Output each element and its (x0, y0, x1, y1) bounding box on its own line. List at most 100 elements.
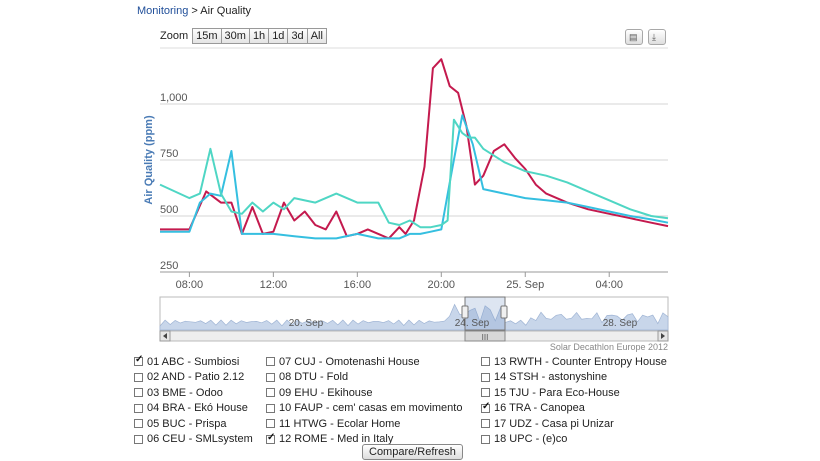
navigator-scrollbar-thumb (464, 330, 506, 342)
team-checkbox-label: 04 BRA - Ekó House (147, 402, 248, 415)
team-checkbox-label: 11 HTWG - Ecolar Home (279, 417, 401, 430)
export-button[interactable]: ⤓ (648, 29, 666, 45)
team-checkbox[interactable] (481, 372, 490, 382)
team-checkbox[interactable] (134, 403, 143, 413)
team-checkbox-item[interactable]: 09 EHU - Ekihouse (266, 385, 462, 401)
x-tick-label: 12:00 (260, 279, 288, 291)
team-checkbox-label: 02 AND - Patio 2.12 (147, 371, 245, 384)
team-checkbox[interactable] (134, 388, 143, 398)
print-button[interactable]: ▤ (625, 29, 643, 45)
team-checkbox[interactable] (266, 419, 275, 429)
y-tick-label: 500 (160, 204, 178, 216)
team-checkbox[interactable] (134, 419, 143, 429)
download-icon: ⤓ (652, 32, 656, 42)
team-checkbox-item[interactable]: 15 TJU - Para Eco-House (481, 385, 667, 401)
team-checkbox-label: 14 STSH - astonyshine (494, 371, 608, 384)
team-checkbox-label: 10 FAUP - cem' casas em movimento (279, 402, 463, 415)
navigator-date-label: 20. Sep (289, 318, 324, 329)
team-checkbox-item[interactable]: 17 UDZ - Casa pi Unizar (481, 416, 667, 432)
team-checkbox[interactable] (266, 372, 275, 382)
zoom-30m-button[interactable]: 30m (220, 28, 250, 44)
printer-icon: ▤ (629, 32, 638, 42)
team-checkbox-label: 09 EHU - Ekihouse (279, 386, 373, 399)
y-tick-label: 1,000 (160, 92, 188, 104)
team-checkbox[interactable] (481, 388, 490, 398)
x-tick-label: 16:00 (344, 279, 372, 291)
team-checkbox-item[interactable]: 06 CEU - SMLsystem (134, 432, 253, 448)
navigator-right-handle (500, 305, 508, 319)
team-checkbox-item[interactable]: 14 STSH - astonyshine (481, 370, 667, 386)
series-line (160, 114, 669, 240)
team-checkbox[interactable] (266, 357, 275, 367)
x-tick-label: 20:00 (428, 279, 456, 291)
x-tick-label: 04:00 (595, 279, 623, 291)
navigator-series-area (159, 303, 669, 331)
team-checkbox-label: 17 UDZ - Casa pi Unizar (494, 417, 614, 430)
team-checkbox[interactable] (266, 403, 275, 413)
scroll-left-arrow-icon (163, 333, 167, 339)
x-tick-label: 08:00 (176, 279, 204, 291)
zoom-all-button[interactable]: All (306, 28, 327, 44)
series-line (159, 118, 669, 229)
team-checkbox-label: 03 BME - Odoo (147, 386, 223, 399)
breadcrumb-current: Air Quality (200, 5, 252, 17)
team-checkbox-item[interactable]: 11 HTWG - Ecolar Home (266, 416, 462, 432)
team-checkbox-label: 13 RWTH - Counter Entropy House (494, 355, 667, 368)
team-checkbox-label: 06 CEU - SMLsystem (147, 433, 253, 446)
y-tick-label: 250 (160, 260, 178, 272)
team-checkbox-label: 18 UPC - (e)co (494, 433, 568, 446)
team-checkbox-label: 15 TJU - Para Eco-House (494, 386, 620, 399)
navigator-selected-range (464, 296, 506, 331)
breadcrumb: Monitoring > Air Quality (137, 5, 251, 17)
breadcrumb-monitoring-link[interactable]: Monitoring (137, 5, 189, 17)
team-checkbox-item[interactable]: 03 BME - Odoo (134, 385, 253, 401)
team-checkbox-item[interactable]: 02 AND - Patio 2.12 (134, 370, 253, 386)
zoom-1h-button[interactable]: 1h (248, 28, 270, 44)
team-checkbox-item[interactable]: 10 FAUP - cem' casas em movimento (266, 401, 462, 417)
navigator-scrollbar-track (159, 330, 669, 342)
scrollbar-grip: III (482, 333, 489, 342)
team-checkbox-label: 16 TRA - Canopea (494, 402, 585, 415)
zoom-15m-button[interactable]: 15m (192, 28, 222, 44)
y-axis-title: Air Quality (ppm) (143, 115, 155, 205)
team-checkbox[interactable] (266, 432, 275, 444)
team-checkbox[interactable] (481, 401, 490, 413)
team-checkbox-item[interactable]: 12 ROME - Med in Italy (266, 432, 462, 448)
zoom-label: Zoom (160, 30, 189, 42)
team-checkbox[interactable] (481, 357, 490, 367)
team-column-2: 07 CUJ - Omotenashi House 08 DTU - Fold 09… (266, 354, 462, 447)
team-column-1: 01 ABC - Sumbiosi 02 AND - Patio 2.12 03 B… (134, 354, 253, 447)
team-checkbox[interactable] (481, 434, 490, 444)
series-line (160, 58, 669, 240)
team-checkbox[interactable] (134, 354, 143, 367)
x-tick-label: 25. Sep (506, 279, 544, 291)
team-checkbox-label: 12 ROME - Med in Italy (279, 433, 394, 446)
team-checkbox-item[interactable]: 08 DTU - Fold (266, 370, 462, 386)
team-checkbox[interactable] (134, 372, 143, 382)
team-checkbox-label: 05 BUC - Prispa (147, 417, 227, 430)
compare-refresh-button[interactable]: Compare/Refresh (362, 444, 463, 460)
navigator-date-label: 28. Sep (603, 318, 638, 329)
y-tick-label: 750 (160, 148, 178, 160)
team-checkbox[interactable] (266, 388, 275, 398)
team-checkbox-item[interactable]: 05 BUC - Prispa (134, 416, 253, 432)
team-checkbox-item[interactable]: 13 RWTH - Counter Entropy House (481, 354, 667, 370)
team-checkbox-item[interactable]: 07 CUJ - Omotenashi House (266, 354, 462, 370)
team-checkbox-item[interactable]: 04 BRA - Ekó House (134, 401, 253, 417)
team-checkbox-item[interactable]: 16 TRA - Canopea (481, 401, 667, 417)
breadcrumb-separator: > (188, 5, 201, 17)
team-checkbox-label: 01 ABC - Sumbiosi (147, 355, 240, 368)
team-checkbox-item[interactable]: 01 ABC - Sumbiosi (134, 354, 253, 370)
team-checkbox-label: 07 CUJ - Omotenashi House (279, 355, 420, 368)
team-checkbox[interactable] (134, 434, 143, 444)
scroll-right-arrow-icon (661, 333, 665, 339)
team-checkbox-label: 08 DTU - Fold (279, 371, 349, 384)
zoom-selector: Zoom 15m 30m 1h 1d 3d All (160, 28, 327, 44)
navigator-left-handle (461, 305, 469, 319)
team-checkbox[interactable] (481, 419, 490, 429)
chart-credit: Solar Decathlon Europe 2012 (549, 342, 668, 352)
team-checkbox-item[interactable]: 18 UPC - (e)co (481, 432, 667, 448)
team-column-3: 13 RWTH - Counter Entropy House 14 STSH -… (481, 354, 667, 447)
navigator-date-label: 24. Sep (455, 318, 490, 329)
